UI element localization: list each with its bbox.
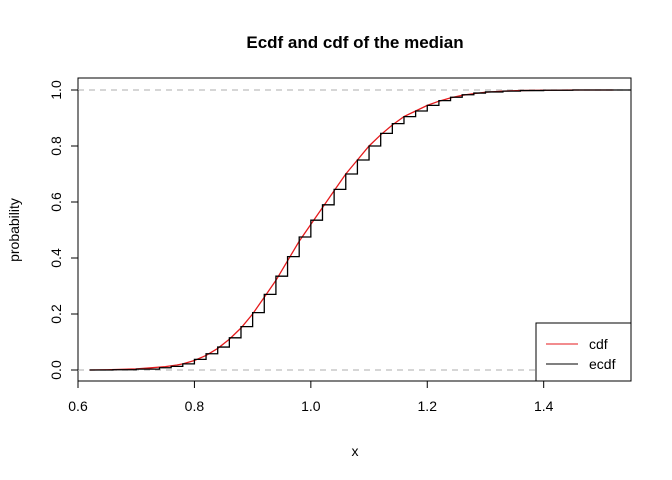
series-line-ecdf <box>89 89 631 371</box>
x-tick-label: 1.2 <box>418 398 438 414</box>
y-tick-label: 1.0 <box>48 80 64 100</box>
x-tick-label: 0.6 <box>68 398 88 414</box>
legend-label-cdf: cdf <box>589 336 608 352</box>
x-axis: 0.6 0.8 1.0 1.2 1.4 <box>68 380 554 414</box>
x-axis-label: x <box>352 443 359 459</box>
y-tick-label: 0.0 <box>48 360 64 380</box>
y-tick-label: 0.8 <box>48 136 64 156</box>
y-axis: 0.0 0.2 0.4 0.6 0.8 1.0 <box>48 80 79 380</box>
series-lines <box>89 89 631 371</box>
y-tick-label: 0.2 <box>48 304 64 324</box>
series-line-cdf <box>89 89 614 371</box>
y-axis-label: probability <box>6 198 22 262</box>
legend-label-ecdf: ecdf <box>589 356 616 372</box>
reference-lines <box>78 89 631 371</box>
chart-title: Ecdf and cdf of the median <box>246 33 463 52</box>
x-tick-label: 1.0 <box>301 398 321 414</box>
legend: cdf ecdf <box>535 322 632 382</box>
y-tick-label: 0.4 <box>48 248 64 268</box>
x-tick-label: 1.4 <box>534 398 554 414</box>
legend-box <box>535 322 632 382</box>
y-tick-label: 0.6 <box>48 192 64 212</box>
x-tick-label: 0.8 <box>185 398 205 414</box>
